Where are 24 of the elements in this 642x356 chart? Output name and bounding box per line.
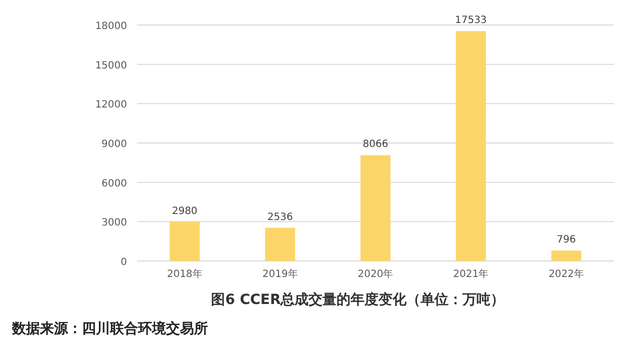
bar	[456, 31, 486, 261]
bar	[265, 228, 296, 261]
data-label: 8066	[362, 139, 388, 150]
y-tick-label: 9000	[102, 139, 127, 150]
bar	[551, 250, 582, 261]
data-label: 17533	[454, 15, 487, 26]
data-label: 2980	[172, 206, 198, 217]
y-tick-label: 12000	[95, 100, 127, 111]
y-tick-label: 6000	[102, 178, 127, 190]
source-note: 数据来源：四川联合环境交易所	[11, 320, 208, 337]
y-tick-label: 15000	[95, 60, 127, 72]
x-tick-label: 2019年	[262, 268, 298, 280]
y-tick-label: 3000	[102, 218, 127, 229]
x-tick-label: 2020年	[358, 268, 394, 280]
text: 图6 CCER总成交量的年度变化（单位：万吨）	[211, 291, 505, 308]
x-tick-label: 2022年	[548, 268, 584, 280]
data-label: 2536	[267, 212, 293, 223]
bar	[360, 155, 390, 261]
data-label: 796	[556, 234, 576, 246]
y-tick-label: 0	[120, 257, 127, 268]
bar	[170, 222, 200, 261]
x-tick-label: 2018年	[166, 268, 202, 280]
y-tick-label: 18000	[95, 21, 127, 32]
x-tick-label: 2021年	[453, 268, 489, 280]
